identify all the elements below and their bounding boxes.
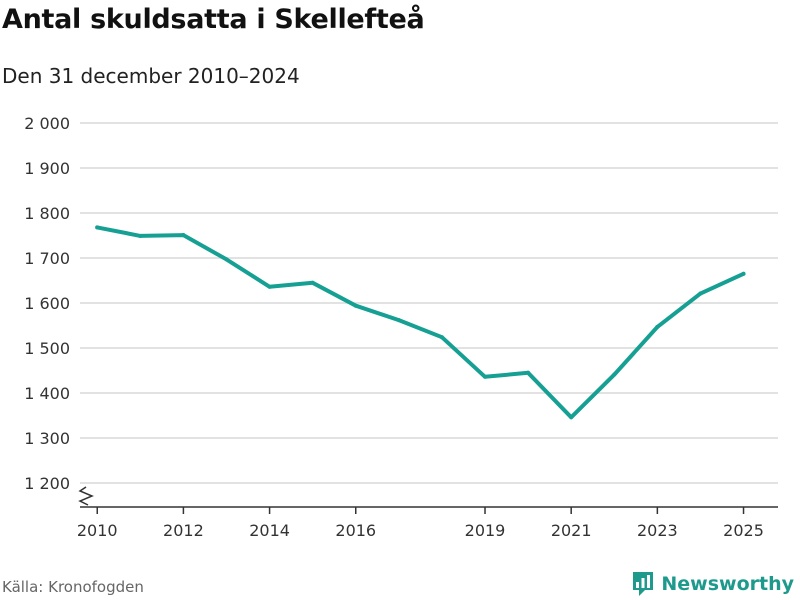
data-point [181,233,186,238]
y-tick-label: 2 000 [24,114,70,133]
source-note: Källa: Kronofogden [2,578,144,596]
y-tick-label: 1 900 [24,159,70,178]
data-point [698,291,703,296]
y-tick-label: 1 500 [24,339,70,358]
data-point [310,280,315,285]
data-point [569,415,574,420]
y-tick-label: 1 300 [24,429,70,448]
newsworthy-logo-icon [633,572,654,596]
y-tick-label: 1 400 [24,384,70,403]
x-tick-label: 2016 [335,521,376,540]
series-layer [95,225,746,420]
data-point [396,318,401,323]
x-axis [78,486,778,508]
y-tick-label: 1 600 [24,294,70,313]
data-point [95,225,100,230]
data-point [224,257,229,262]
data-point [526,370,531,375]
chart-title: Antal skuldsatta i Skellefteå [2,4,425,35]
chart-subtitle: Den 31 december 2010–2024 [2,64,300,88]
x-tick-label: 2014 [249,521,290,540]
data-point [655,324,660,329]
y-tick-label: 1 700 [24,249,70,268]
data-point [138,233,143,238]
x-tick-label: 2010 [77,521,118,540]
y-tick-label: 1 800 [24,204,70,223]
data-point [439,335,444,340]
data-point [483,374,488,379]
x-tick-label: 2023 [637,521,678,540]
x-axis-labels: 2010 2012 2014 2016 2019 2021 2023 2025 [77,507,764,540]
data-point [353,303,358,308]
gridlines [80,122,778,484]
brand-name: Newsworthy [661,573,794,595]
data-point [612,372,617,377]
x-tick-label: 2019 [465,521,506,540]
axis-break-mark [78,486,94,506]
series-line [95,225,746,420]
x-tick-label: 2025 [723,521,764,540]
x-tick-label: 2021 [551,521,592,540]
y-axis-labels: 1 200 1 300 1 400 1 500 1 600 1 700 1 800 1 900… [24,114,70,493]
data-point [267,284,272,289]
y-tick-label: 1 200 [24,474,70,493]
brand-logo: Newsworthy [631,570,794,598]
data-point [741,271,746,276]
x-tick-label: 2012 [163,521,204,540]
